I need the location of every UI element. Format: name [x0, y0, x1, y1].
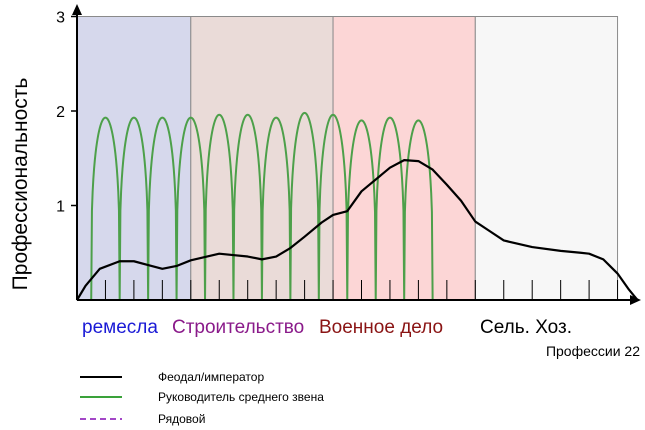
- axes: [72, 4, 641, 305]
- category-labels: ремесла Строительство Военное дело Сель. Хо…: [82, 317, 572, 338]
- x-axis-arrow: [630, 295, 641, 305]
- x-axis-label: Профессии 22: [546, 343, 640, 359]
- ticks: 1 2 3: [56, 10, 619, 300]
- category-label: ремесла: [82, 317, 158, 338]
- legend-label: Феодал/император: [158, 370, 264, 384]
- y-axis-arrow: [72, 4, 82, 15]
- band-2: [332, 16, 476, 301]
- category-label: Сель. Хоз.: [480, 317, 572, 338]
- series-line-black: [76, 159, 639, 301]
- legend: Феодал/император Руководитель среднего зв…: [80, 370, 324, 426]
- category-label: Военное дело: [319, 317, 443, 338]
- y-tick-label: 1: [56, 199, 65, 216]
- legend-label: Руководитель среднего звена: [158, 390, 324, 404]
- y-tick-label: 2: [56, 104, 65, 121]
- legend-label: Рядовой: [158, 412, 205, 426]
- category-bands: [76, 16, 619, 301]
- y-tick-label: 3: [56, 10, 65, 27]
- band-3: [474, 16, 619, 301]
- category-label: Строительство: [172, 317, 304, 338]
- y-axis-label: Профессиональность: [9, 78, 32, 291]
